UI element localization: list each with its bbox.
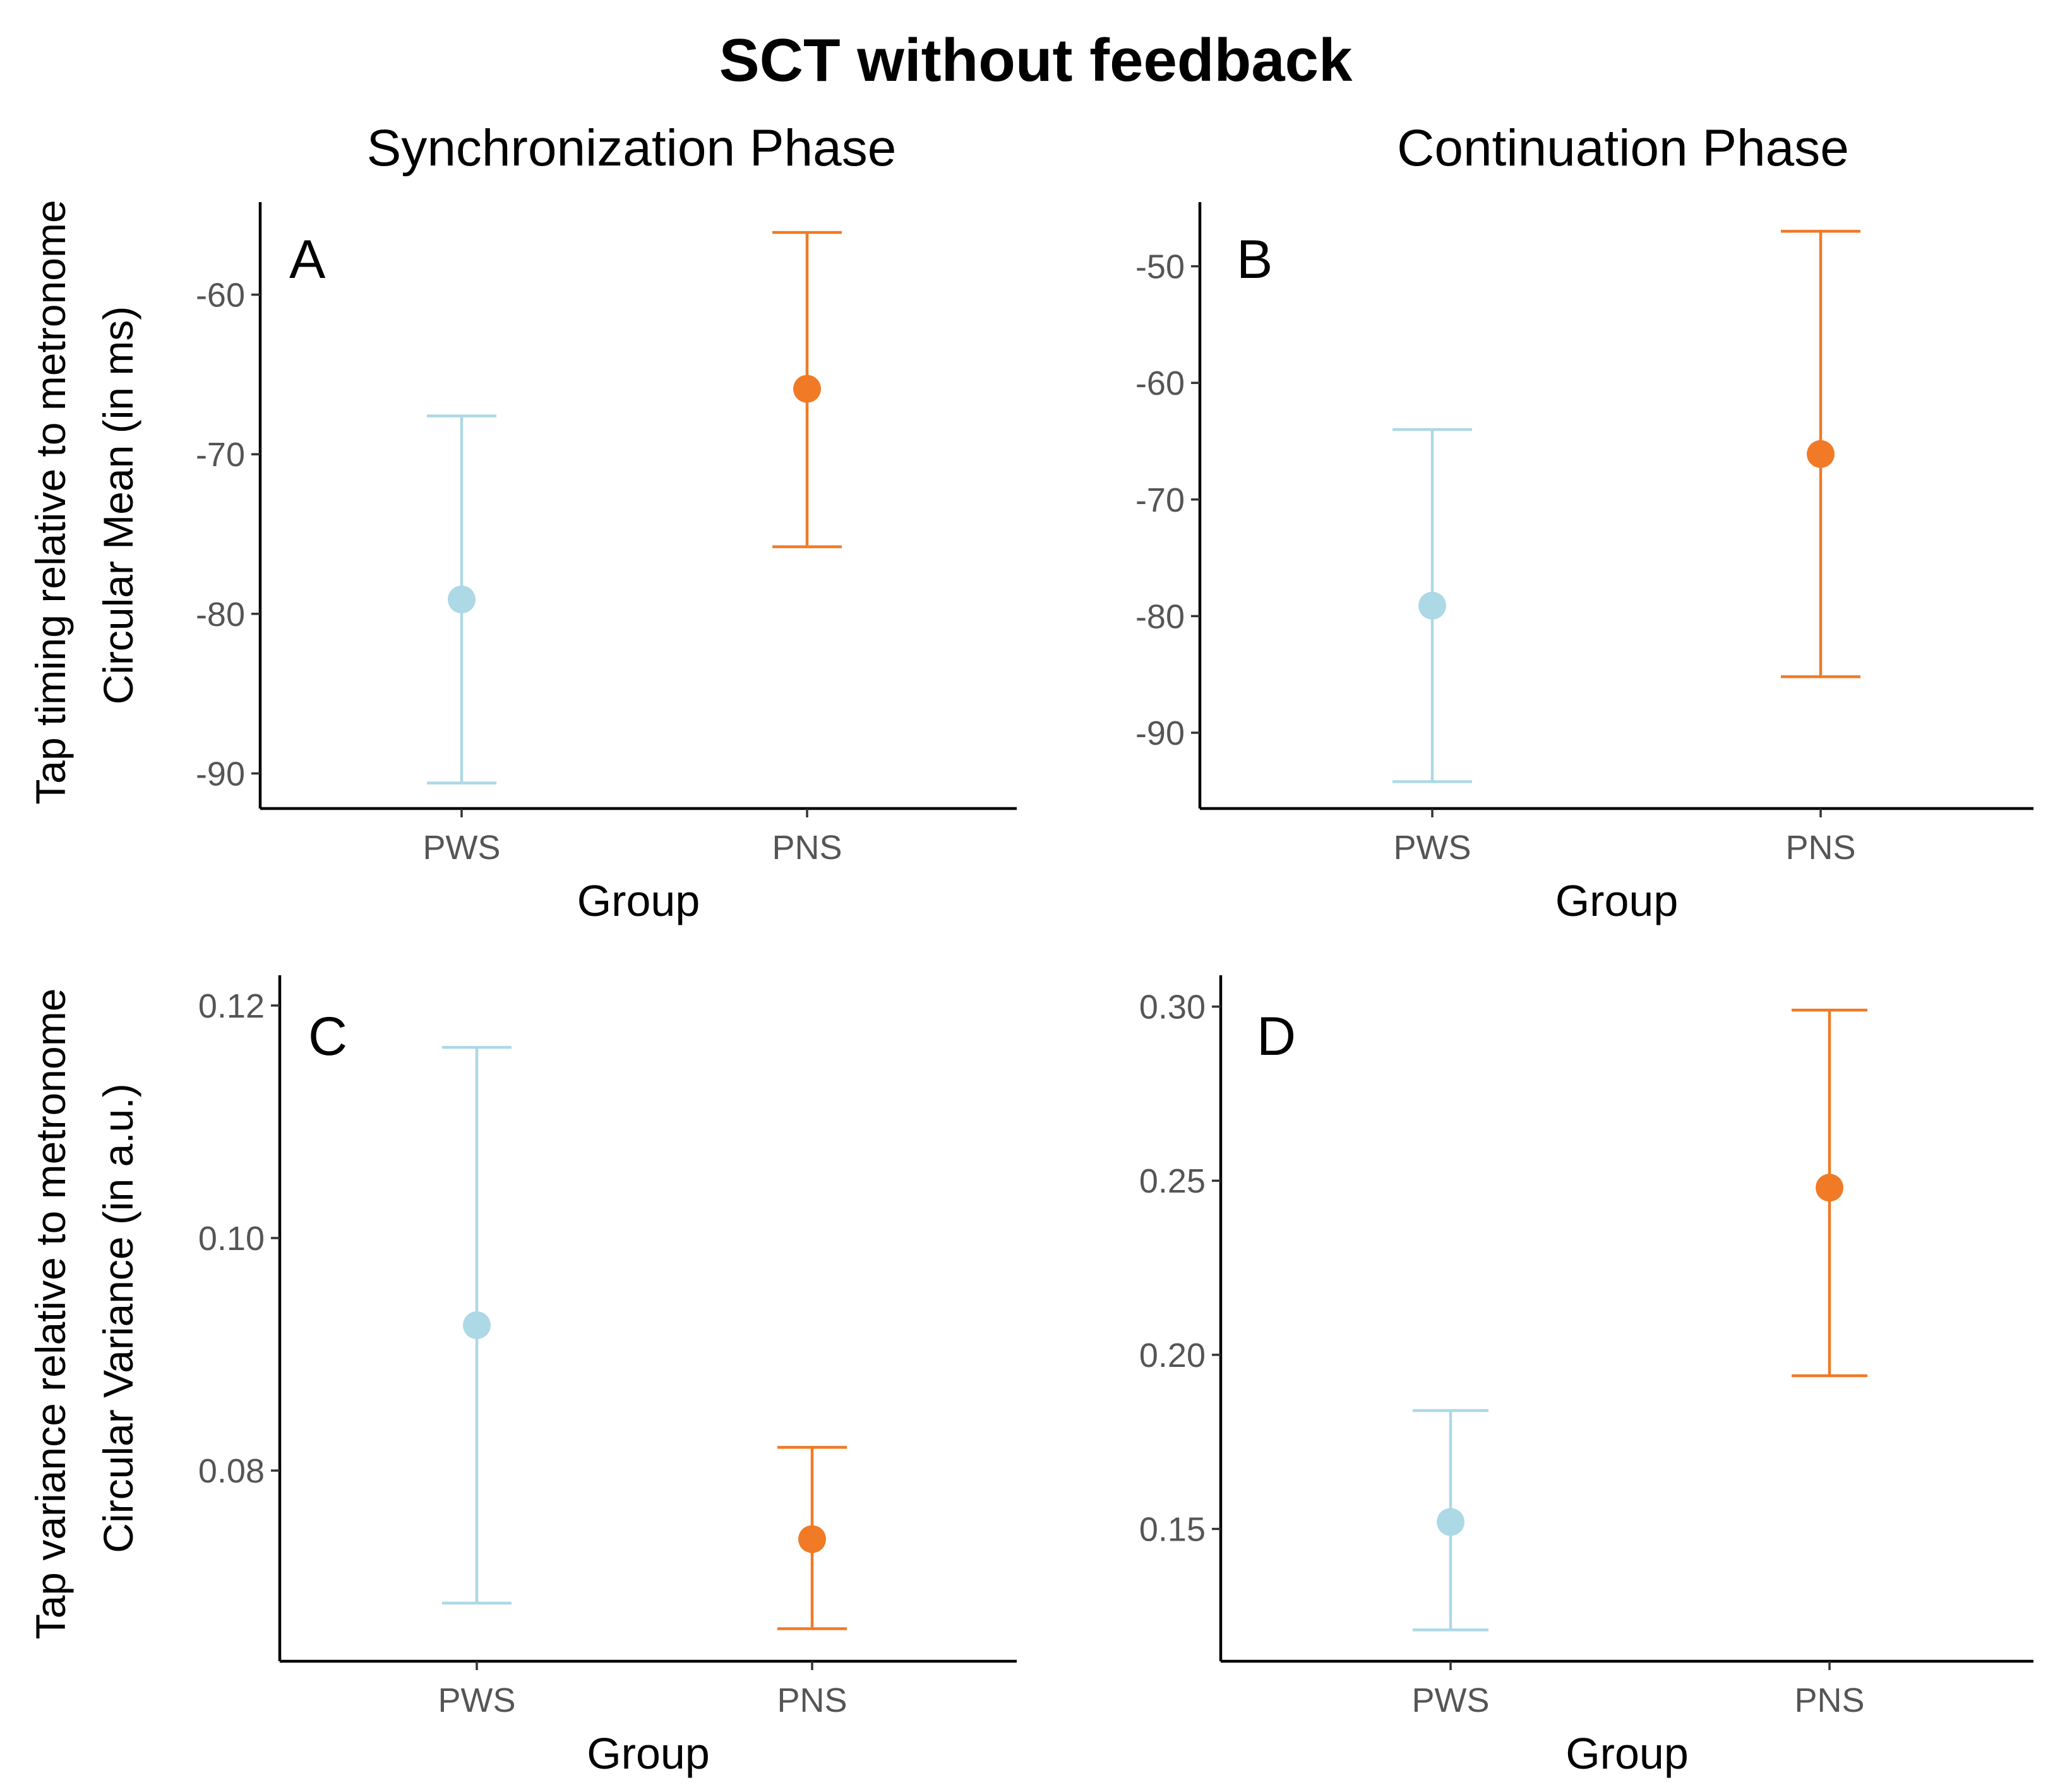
row-ylabel-timing: Tap timing relative to metronome: [27, 200, 74, 804]
y-tick-label: -90: [1135, 714, 1185, 752]
mean-point-pws: [448, 586, 476, 614]
x-tick-label: PWS: [1393, 829, 1471, 867]
y-tick-label: -70: [196, 436, 245, 474]
y-tick-label: -80: [1135, 598, 1185, 635]
x-axis-label: Group: [1555, 876, 1679, 925]
mean-point-pns: [798, 1525, 826, 1553]
y-tick-label: -60: [1135, 364, 1185, 402]
y-tick-label: -80: [196, 596, 245, 634]
mean-point-pws: [463, 1311, 491, 1340]
panel-b: -50 -60 -70 -80 -90 PWS PNS Group B: [1135, 202, 2033, 925]
x-tick-label: PNS: [777, 1681, 847, 1719]
y-axis-label: Circular Variance (in a.u.): [95, 1083, 141, 1553]
mean-point-pns: [1807, 440, 1835, 468]
y-tick-label: 0.30: [1139, 989, 1206, 1026]
y-tick-label: -70: [1135, 481, 1185, 519]
y-tick-label: 0.15: [1139, 1511, 1206, 1549]
y-tick-label: 0.25: [1139, 1162, 1206, 1200]
panel-letter: D: [1257, 1006, 1296, 1067]
x-tick-label: PWS: [438, 1681, 515, 1719]
panel-letter: C: [308, 1006, 347, 1067]
x-tick-label: PNS: [1794, 1681, 1864, 1719]
panel-a: -60 -70 -80 -90 PWS PNS Group Circular Mean (in…: [95, 202, 1017, 925]
mean-point-pws: [1418, 591, 1446, 620]
y-axis-label: Circular Mean (in ms): [95, 306, 141, 705]
row-ylabel-variance: Tap variance relative to metronome: [27, 989, 74, 1640]
panel-c: 0.12 0.10 0.08 PWS PNS Group Circular Variance…: [95, 975, 1017, 1778]
x-axis-label: Group: [587, 1729, 710, 1778]
y-tick-label: 0.08: [198, 1452, 265, 1490]
panel-letter: B: [1237, 229, 1273, 290]
panels: -60 -70 -80 -90 PWS PNS Group Circular Mean (in…: [95, 202, 2033, 1778]
x-tick-label: PNS: [772, 829, 842, 867]
y-tick-label: -50: [1135, 248, 1185, 286]
figure-title: SCT without feedback: [719, 27, 1353, 94]
panel-letter: A: [289, 229, 326, 290]
mean-point-pns: [1816, 1174, 1843, 1202]
mean-point-pns: [793, 375, 821, 403]
x-tick-label: PNS: [1785, 829, 1855, 867]
y-tick-label: 0.10: [198, 1220, 265, 1258]
panel-d: 0.30 0.25 0.20 0.15 PWS PNS Group D: [1139, 975, 2033, 1778]
x-tick-label: PWS: [1411, 1681, 1489, 1719]
x-axis-label: Group: [577, 876, 700, 925]
y-tick-label: -60: [196, 277, 245, 315]
column-title-continuation: Continuation Phase: [1397, 119, 1849, 177]
x-tick-label: PWS: [422, 829, 500, 867]
y-tick-label: 0.12: [198, 987, 265, 1025]
y-tick-label: 0.20: [1139, 1337, 1206, 1374]
x-axis-label: Group: [1566, 1729, 1689, 1778]
y-tick-label: -90: [196, 755, 245, 793]
mean-point-pws: [1437, 1508, 1464, 1536]
column-title-synchronization: Synchronization Phase: [367, 119, 897, 177]
